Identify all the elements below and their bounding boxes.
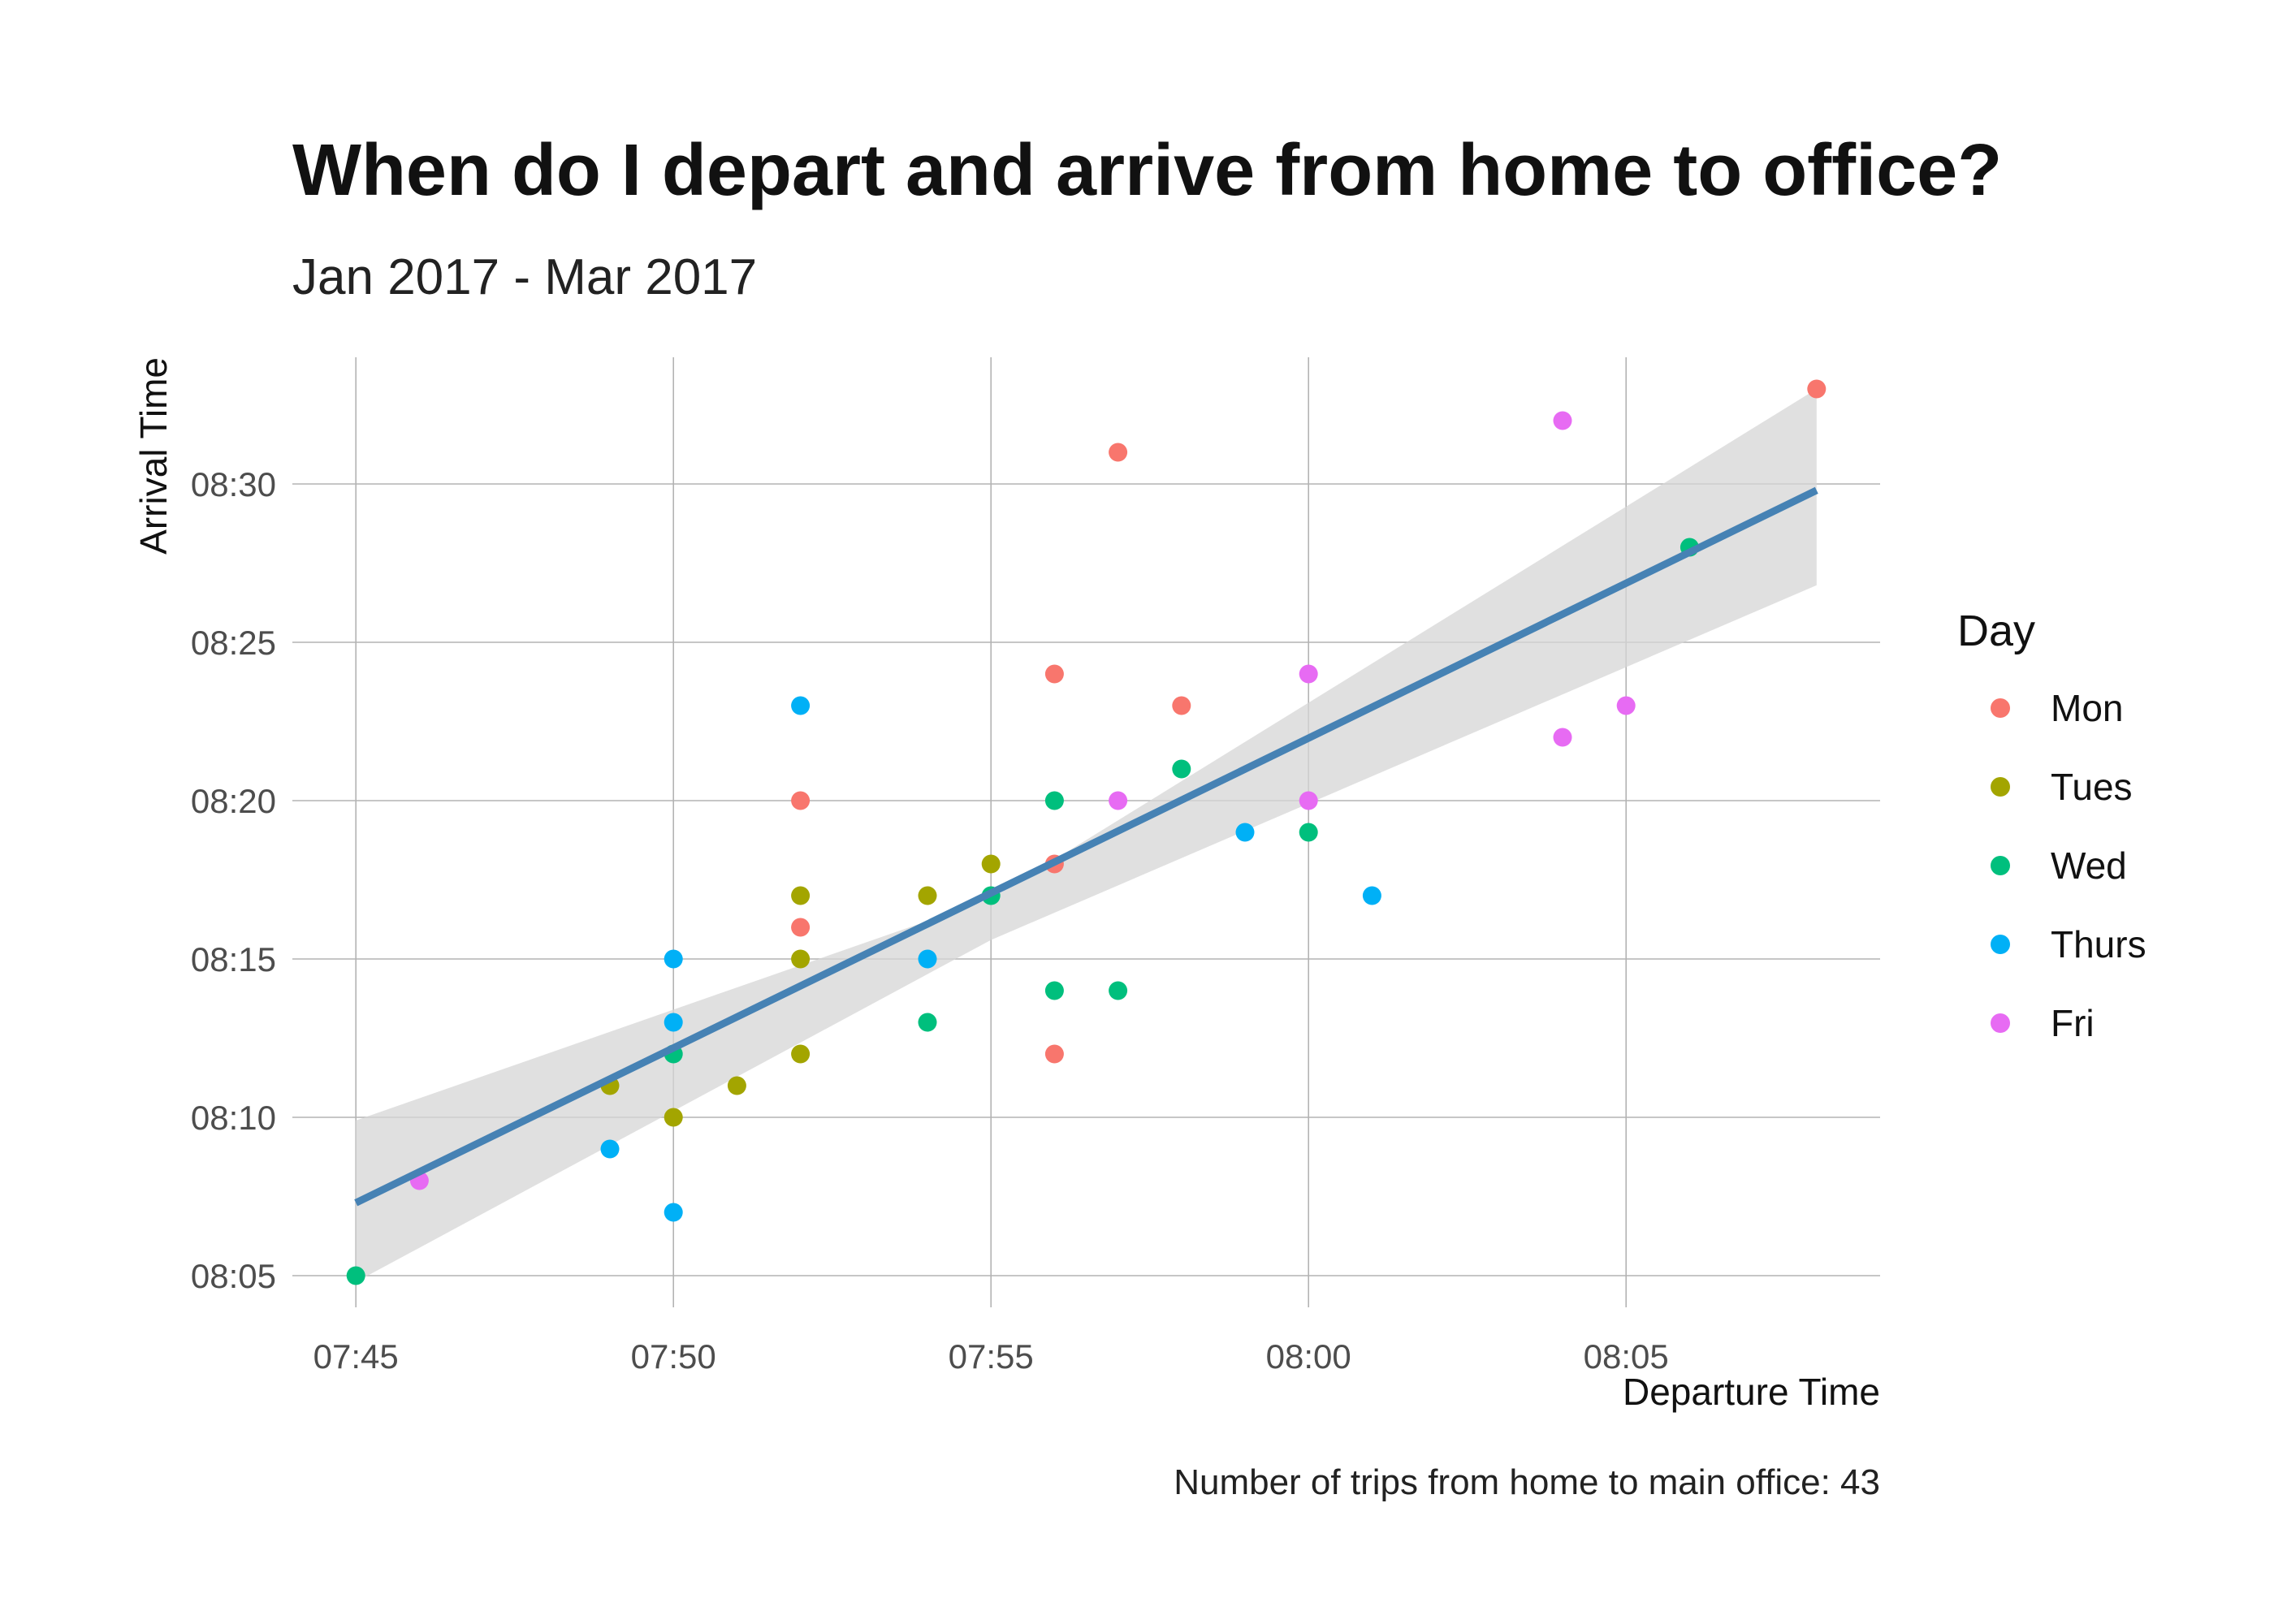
data-point-fri [1299, 791, 1318, 810]
confidence-band-layer [356, 389, 1817, 1282]
y-tick-label: 08:05 [191, 1257, 276, 1295]
data-point-thurs [600, 1139, 620, 1159]
data-point-thurs [1362, 886, 1381, 905]
data-point-mon [791, 791, 811, 810]
x-tick-label: 08:00 [1266, 1337, 1351, 1376]
data-point-tues [918, 886, 937, 905]
data-point-wed [1044, 981, 1064, 1000]
data-point-tues [791, 949, 811, 969]
data-point-thurs [791, 696, 811, 715]
data-point-wed [918, 1013, 937, 1032]
x-axis-title: Departure Time [1623, 1371, 1880, 1413]
y-axis-title: Arrival Time [132, 357, 175, 555]
legend-items: Mon Tues Wed Thurs Fri [1991, 687, 2146, 1044]
y-tick-label: 08:20 [191, 782, 276, 820]
y-tick-label: 08:10 [191, 1099, 276, 1137]
legend: Day Mon Tues Wed Thurs Fri [1957, 607, 2146, 1044]
chart-title: When do I depart and arrive from home to… [292, 130, 2002, 211]
data-point-fri [1616, 696, 1636, 715]
data-point-wed [1172, 759, 1191, 779]
tick-labels: 07:45 07:50 07:55 08:00 08:05 08:05 08:10 08:15… [191, 465, 1669, 1376]
legend-label-thurs: Thurs [2051, 923, 2146, 965]
confidence-band [356, 389, 1817, 1282]
data-point-wed [1109, 981, 1128, 1000]
legend-key-tues [1991, 777, 2010, 797]
data-point-tues [981, 854, 1001, 874]
data-point-mon [1044, 664, 1064, 684]
legend-label-wed: Wed [2051, 844, 2127, 887]
legend-label-mon: Mon [2051, 687, 2123, 729]
data-point-wed [346, 1266, 365, 1285]
data-point-tues [791, 886, 811, 905]
y-tick-label: 08:30 [191, 465, 276, 503]
data-point-fri [1299, 664, 1318, 684]
data-point-fri [1553, 728, 1572, 747]
x-tick-label: 08:05 [1584, 1337, 1669, 1376]
data-point-mon [791, 918, 811, 937]
data-point-thurs [1235, 823, 1255, 842]
y-tick-label: 08:15 [191, 940, 276, 978]
y-tick-label: 08:25 [191, 624, 276, 662]
legend-title: Day [1957, 607, 2035, 655]
data-point-tues [727, 1076, 746, 1095]
chart-subtitle: Jan 2017 - Mar 2017 [292, 249, 757, 305]
data-point-thurs [918, 949, 937, 969]
legend-key-wed [1991, 856, 2010, 875]
chart-caption: Number of trips from home to main office… [1174, 1462, 1880, 1502]
trend-line [354, 486, 1818, 1207]
data-point-mon [1172, 696, 1191, 715]
trend-line-layer [354, 486, 1818, 1207]
data-point-tues [664, 1108, 683, 1127]
data-point-wed [1299, 823, 1318, 842]
data-point-mon [1044, 1044, 1064, 1064]
data-point-tues [791, 1044, 811, 1064]
x-tick-label: 07:45 [313, 1337, 399, 1376]
data-point-thurs [664, 949, 683, 969]
legend-label-fri: Fri [2051, 1002, 2095, 1044]
legend-key-thurs [1991, 935, 2010, 954]
points-layer [346, 379, 1827, 1285]
legend-key-mon [1991, 698, 2010, 718]
x-tick-label: 07:55 [949, 1337, 1034, 1376]
data-point-thurs [664, 1203, 683, 1222]
x-tick-label: 07:50 [631, 1337, 716, 1376]
legend-key-fri [1991, 1013, 2010, 1033]
data-point-wed [1044, 791, 1064, 810]
data-point-fri [1109, 791, 1128, 810]
data-point-mon [1807, 379, 1827, 399]
data-point-thurs [664, 1013, 683, 1032]
legend-label-tues: Tues [2051, 766, 2133, 808]
data-point-mon [1109, 443, 1128, 462]
data-point-fri [1553, 411, 1572, 430]
